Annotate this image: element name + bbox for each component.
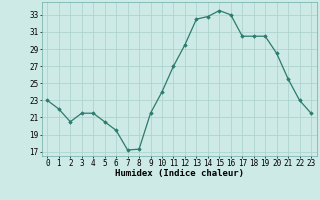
- X-axis label: Humidex (Indice chaleur): Humidex (Indice chaleur): [115, 169, 244, 178]
